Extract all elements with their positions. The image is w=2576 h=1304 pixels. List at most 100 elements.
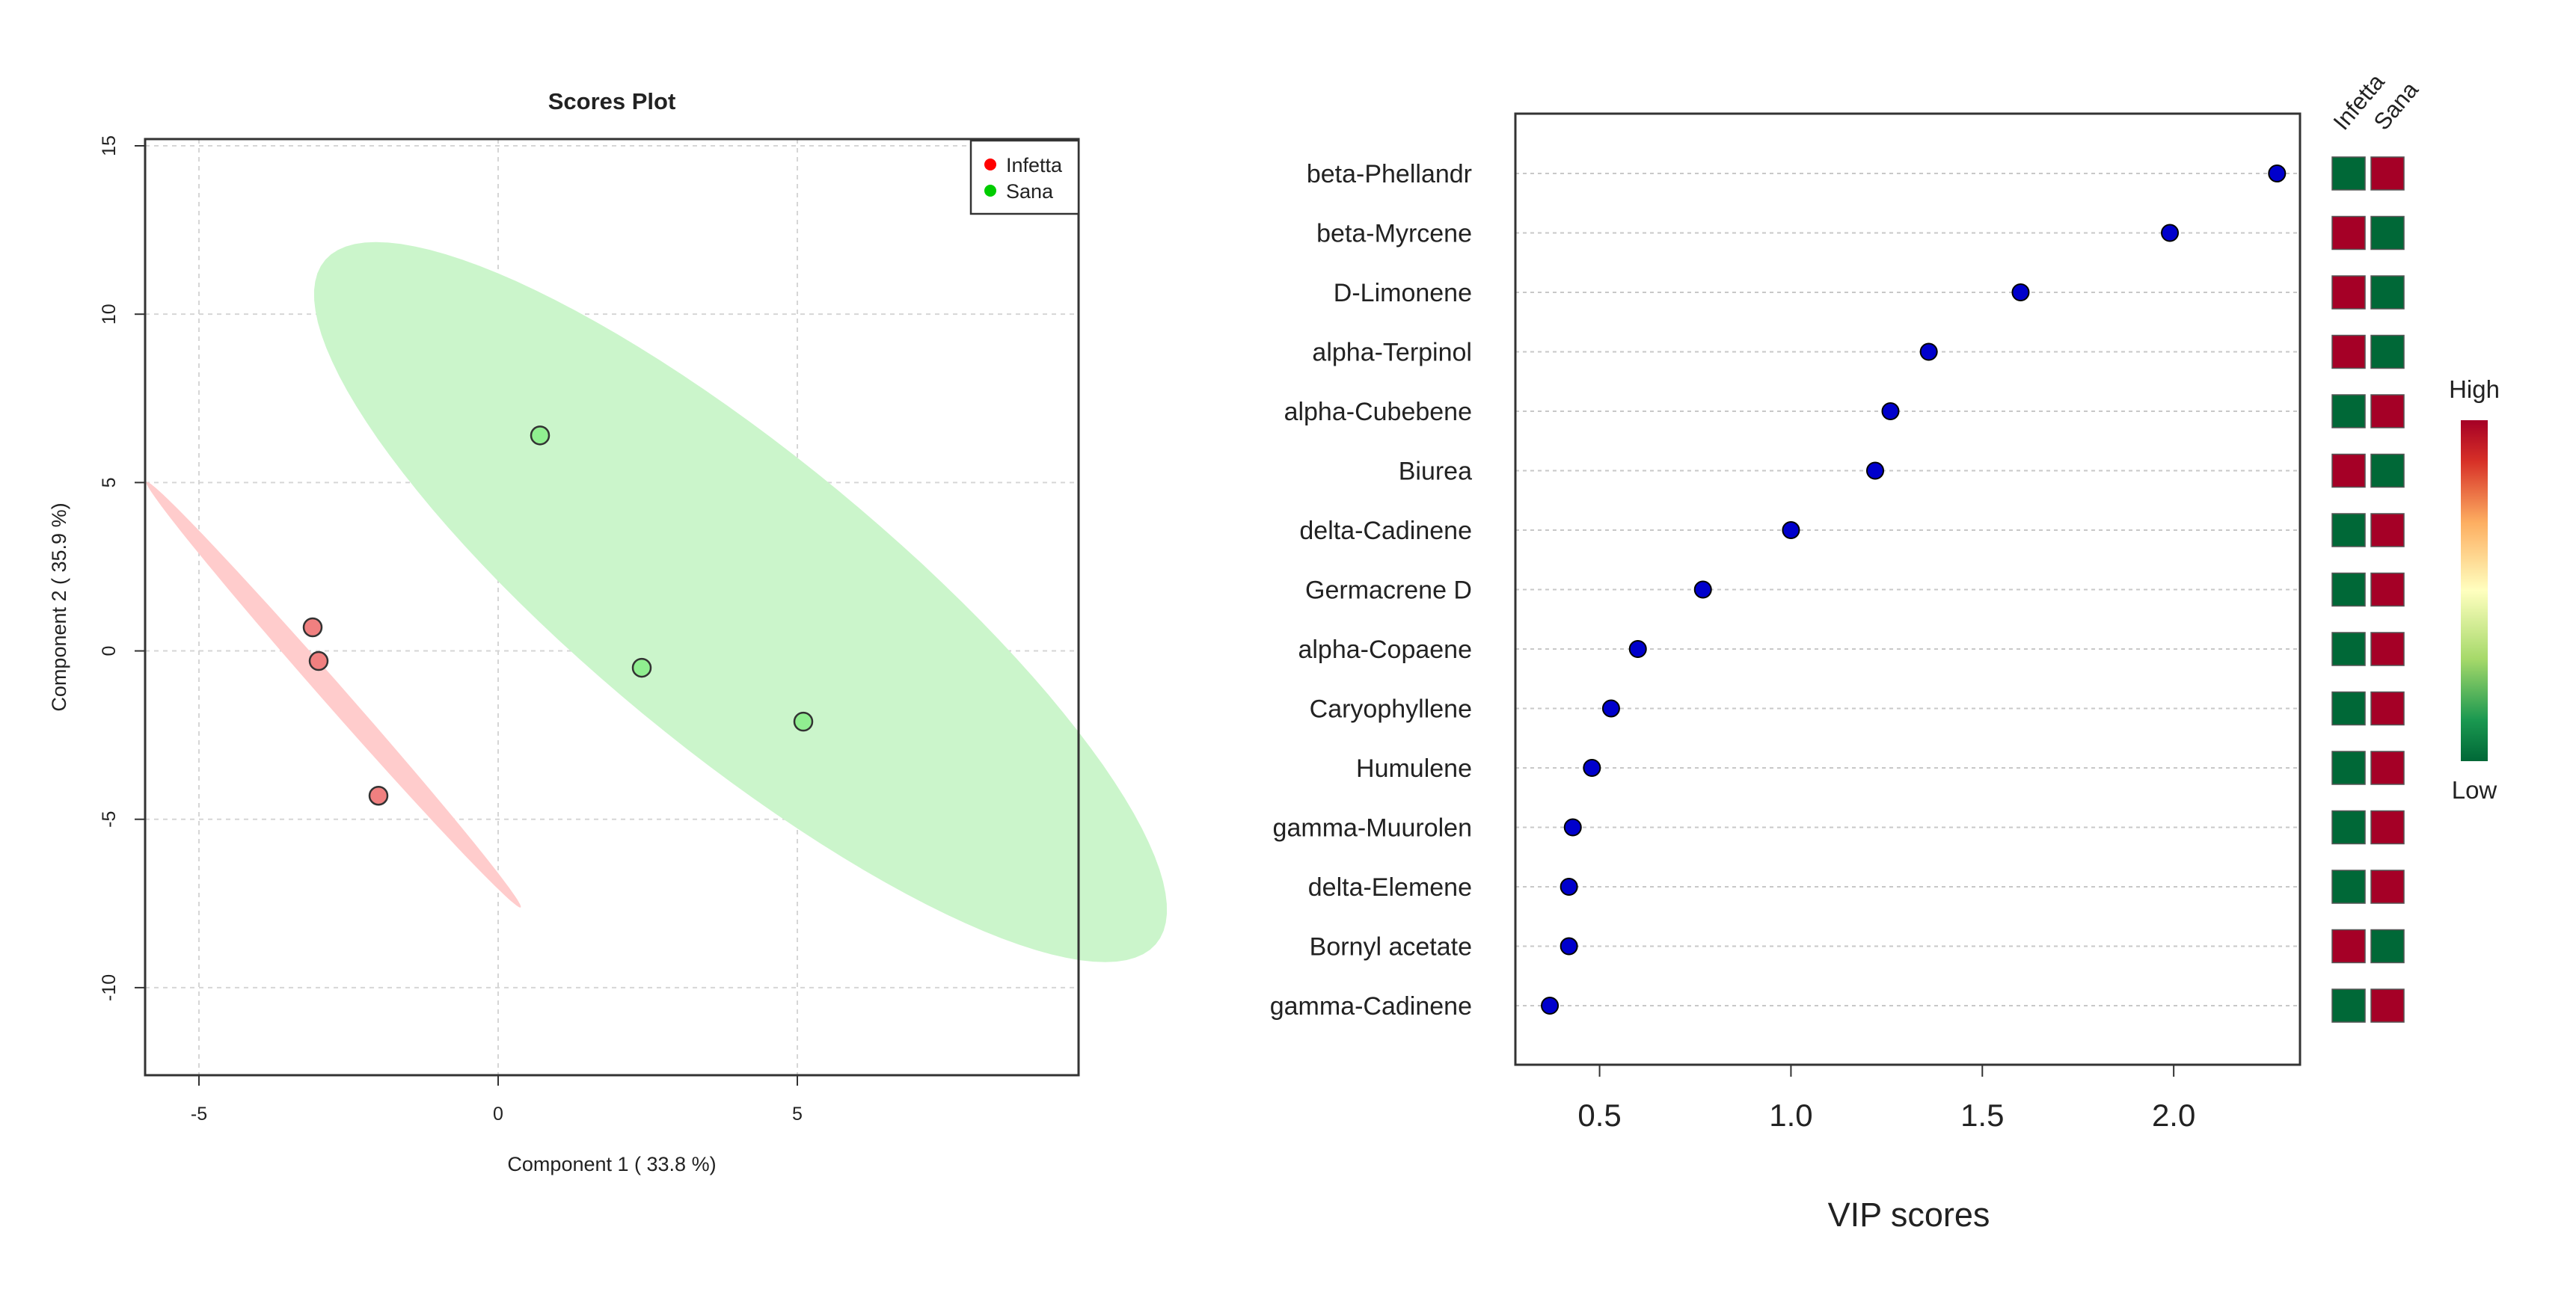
confidence-ellipse-sana <box>313 242 1168 962</box>
scores-x-axis-label: Component 1 ( 33.8 %) <box>507 1153 716 1175</box>
scores-legend: Infetta Sana <box>969 139 1080 215</box>
heatmap-cell-alpha-copaene-infetta <box>2331 632 2366 666</box>
color-scale-low-label: Low <box>2452 776 2497 804</box>
heatmap-cell-gamma-muurolen-sana <box>2370 810 2405 845</box>
scores-y-tick-label: -10 <box>99 974 120 1001</box>
vip-point-d-limonene <box>2011 283 2030 301</box>
scores-x-axis: -5 0 5 <box>191 1075 803 1125</box>
heatmap-cell-germacrene-d-sana <box>2370 572 2405 607</box>
confidence-ellipse-infetta <box>146 482 521 908</box>
vip-point-alpha-terpinol <box>1919 342 1938 361</box>
vip-feature-label-gamma-muurolen: gamma-Muurolen <box>1273 814 1472 843</box>
heatmap-cell-caryophyllene-infetta <box>2331 691 2366 726</box>
vip-x-tick-label: 1.5 <box>1960 1098 2004 1133</box>
vip-x-tick-label: 2.0 <box>2152 1098 2195 1133</box>
vip-plot-frame <box>1514 112 2301 1066</box>
scores-y-tick-label: 15 <box>99 135 120 156</box>
vip-feature-label-gamma-cadinene: gamma-Cadinene <box>1270 992 1472 1021</box>
vip-feature-label-alpha-terpinol: alpha-Terpinol <box>1312 339 1472 367</box>
heatmap-cell-humulene-infetta <box>2331 751 2366 785</box>
heatmap-cell-delta-cadinene-sana <box>2370 513 2405 547</box>
heatmap-cell-bornyl-acetate-sana <box>2370 929 2405 964</box>
color-scale-bar <box>2461 420 2488 761</box>
scores-title: Scores Plot <box>548 88 676 114</box>
heatmap-cell-gamma-cadinene-sana <box>2370 988 2405 1023</box>
vip-feature-label-germacrene-d: Germacrene D <box>1305 576 1472 605</box>
scores-y-axis: -10 -5 0 5 10 15 <box>99 135 145 1001</box>
heatmap-cell-gamma-muurolen-infetta <box>2331 810 2366 845</box>
scores-plot: Scores Plot -5 0 5 -10 -5 0 5 10 15 Component 1… <box>48 88 1168 1175</box>
vip-feature-label-caryophyllene: Caryophyllene <box>1310 695 1472 724</box>
heatmap-cell-delta-elemene-sana <box>2370 870 2405 904</box>
heatmap-cell-gamma-cadinene-infetta <box>2331 988 2366 1023</box>
score-point-infetta <box>368 785 389 806</box>
vip-point-biurea <box>1866 461 1885 480</box>
scores-y-tick-label: -5 <box>99 811 120 828</box>
scores-plot-frame <box>144 138 1080 1077</box>
heatmap-cell-biurea-infetta <box>2331 453 2366 488</box>
heatmap-cell-d-limonene-sana <box>2370 275 2405 310</box>
vip-feature-label-beta-phellandr: beta-Phellandr <box>1307 160 1472 188</box>
vip-point-gamma-cadinene <box>1541 997 1560 1015</box>
heatmap-cell-alpha-cubebene-infetta <box>2331 394 2366 428</box>
vip-feature-label-humulene: Humulene <box>1356 754 1472 783</box>
scores-x-tick-label: 0 <box>493 1104 503 1125</box>
vip-point-delta-elemene <box>1560 878 1578 896</box>
legend-label-infetta: Infetta <box>1006 154 1063 176</box>
score-point-sana <box>793 711 814 732</box>
vip-point-alpha-copaene <box>1628 640 1647 658</box>
vip-feature-label-bornyl-acetate: Bornyl acetate <box>1310 933 1472 962</box>
color-scale-legend: High Low <box>2449 375 2500 804</box>
score-point-infetta <box>302 617 323 638</box>
color-scale-high-label: High <box>2449 375 2500 403</box>
vip-point-germacrene-d <box>1693 580 1712 599</box>
vip-x-tick-label: 0.5 <box>1577 1098 1621 1133</box>
heatmap-cell-alpha-terpinol-infetta <box>2331 334 2366 369</box>
legend-swatch-infetta <box>984 159 996 170</box>
heatmap-cell-beta-myrcene-infetta <box>2331 215 2366 250</box>
vip-point-caryophyllene <box>1601 699 1620 718</box>
vip-x-axis-label: VIP scores <box>1828 1196 1990 1234</box>
heatmap-cell-caryophyllene-sana <box>2370 691 2405 726</box>
scores-x-tick-label: 5 <box>792 1104 803 1125</box>
vip-point-delta-cadinene <box>1782 521 1800 539</box>
legend-label-sana: Sana <box>1006 180 1054 203</box>
score-point-infetta <box>308 651 329 671</box>
vip-plot: beta-Phellandr beta-Myrcene D-Limonene alph… <box>1270 68 2500 1234</box>
vip-points <box>1541 164 2287 1015</box>
score-point-sana <box>530 425 551 446</box>
heatmap-cell-beta-myrcene-sana <box>2370 215 2405 250</box>
heatmap-cell-germacrene-d-infetta <box>2331 572 2366 607</box>
heatmap-cell-beta-phellandr-sana <box>2370 156 2405 191</box>
vip-point-beta-myrcene <box>2161 224 2180 242</box>
vip-feature-label-alpha-copaene: alpha-Copaene <box>1298 636 1472 664</box>
vip-point-alpha-cubebene <box>1881 402 1900 420</box>
vip-point-humulene <box>1583 759 1601 777</box>
heatmap-cell-delta-elemene-infetta <box>2331 870 2366 904</box>
heatmap-cell-delta-cadinene-infetta <box>2331 513 2366 547</box>
heatmap-cell-alpha-copaene-sana <box>2370 632 2405 666</box>
vip-feature-label-beta-myrcene: beta-Myrcene <box>1316 220 1472 248</box>
scores-ellipses <box>146 242 1168 962</box>
heatmap-cell-biurea-sana <box>2370 453 2405 488</box>
vip-x-tick-label: 1.0 <box>1769 1098 1812 1133</box>
vip-feature-labels: beta-Phellandr beta-Myrcene D-Limonene alph… <box>1270 160 1472 1021</box>
heatmap-cell-alpha-terpinol-sana <box>2370 334 2405 369</box>
vip-heatmap <box>2331 156 2405 1023</box>
heatmap-cell-beta-phellandr-infetta <box>2331 156 2366 191</box>
scores-x-tick-label: -5 <box>191 1104 207 1125</box>
vip-grid <box>1515 173 2300 1006</box>
scores-y-tick-label: 0 <box>99 646 120 656</box>
vip-feature-label-biurea: Biurea <box>1399 458 1472 486</box>
vip-feature-label-delta-elemene: delta-Elemene <box>1308 873 1472 902</box>
vip-feature-label-d-limonene: D-Limonene <box>1334 279 1472 307</box>
scores-points <box>302 425 814 806</box>
scores-y-tick-label: 10 <box>99 304 120 325</box>
vip-feature-label-delta-cadinene: delta-Cadinene <box>1299 517 1472 545</box>
scores-y-axis-label: Component 2 ( 35.9 %) <box>48 502 70 711</box>
vip-x-axis: 0.5 1.0 1.5 2.0 <box>1577 1065 2195 1133</box>
vip-feature-label-alpha-cubebene: alpha-Cubebene <box>1284 398 1472 426</box>
vip-point-bornyl-acetate <box>1560 937 1578 956</box>
scores-y-tick-label: 5 <box>99 477 120 488</box>
